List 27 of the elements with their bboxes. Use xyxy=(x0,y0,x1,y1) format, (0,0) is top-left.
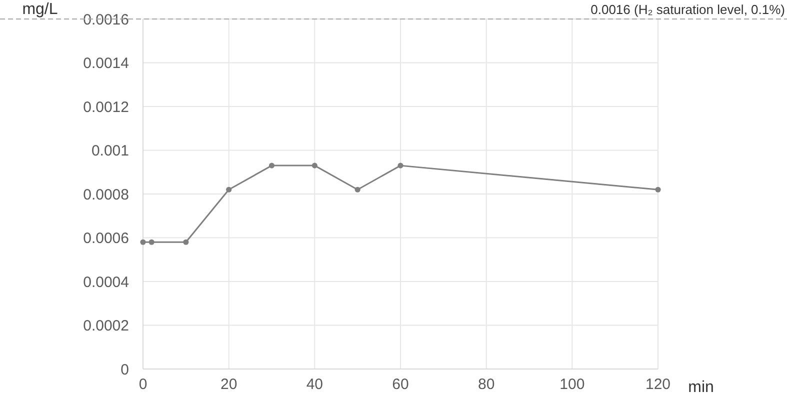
point xyxy=(268,162,275,168)
y-tick-label: 0.0002 xyxy=(83,318,129,334)
x-tick-label: 100 xyxy=(560,376,585,393)
y-tick-label: 0.0014 xyxy=(83,55,129,72)
y-tick-label: 0.0006 xyxy=(83,230,129,247)
point xyxy=(226,186,232,192)
x-tick-label: 120 xyxy=(645,376,671,393)
point xyxy=(655,186,661,192)
x-axis-title: min xyxy=(688,379,714,395)
y-tick-label: 0.0012 xyxy=(83,98,129,116)
x-tick-label: 20 xyxy=(220,376,238,393)
ref-line-label: 0.0016 (H₂ saturation level, 0.1%) xyxy=(590,2,785,17)
y-tick-label: 0.0004 xyxy=(83,274,129,291)
point xyxy=(398,162,404,168)
y-tick-label: 0.0008 xyxy=(83,186,129,204)
y-tick-label: 0 xyxy=(120,361,129,378)
point xyxy=(148,239,154,245)
x-tick-label: 60 xyxy=(392,376,409,393)
x-tick-label: 40 xyxy=(306,376,324,393)
y-axis-title: mg/L xyxy=(22,1,58,18)
point xyxy=(354,186,360,192)
point xyxy=(312,162,318,168)
y-tick-label: 0.001 xyxy=(91,142,129,160)
point xyxy=(140,239,146,245)
x-tick-label: 0 xyxy=(138,376,148,393)
point xyxy=(183,239,189,245)
x-tick-label: 80 xyxy=(478,376,495,393)
